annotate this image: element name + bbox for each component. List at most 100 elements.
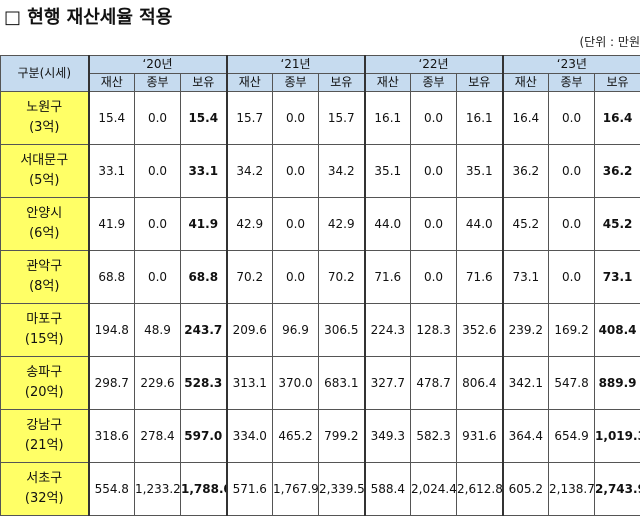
market-price: (21억) bbox=[1, 436, 88, 456]
value-cell: 278.4 bbox=[135, 410, 181, 463]
region-name: 관악구 bbox=[1, 257, 88, 277]
column-header: 재산 bbox=[89, 74, 135, 92]
value-cell: 547.8 bbox=[549, 357, 595, 410]
value-cell: 654.9 bbox=[549, 410, 595, 463]
market-price: (15억) bbox=[1, 330, 88, 350]
column-header: 보유 bbox=[319, 74, 365, 92]
value-cell: 0.0 bbox=[411, 92, 457, 145]
value-cell: 0.0 bbox=[549, 92, 595, 145]
column-header: 재산 bbox=[227, 74, 273, 92]
value-cell: 683.1 bbox=[319, 357, 365, 410]
value-cell: 35.1 bbox=[365, 145, 411, 198]
region-name: 서초구 bbox=[1, 469, 88, 489]
row-header: 안양시(6억) bbox=[1, 198, 89, 251]
value-cell: 298.7 bbox=[89, 357, 135, 410]
market-price: (20억) bbox=[1, 383, 88, 403]
value-cell: 45.2 bbox=[503, 198, 549, 251]
value-cell: 0.0 bbox=[411, 198, 457, 251]
value-cell: 229.6 bbox=[135, 357, 181, 410]
value-cell: 16.1 bbox=[457, 92, 503, 145]
row-header: 관악구(8억) bbox=[1, 251, 89, 304]
value-cell: 0.0 bbox=[135, 92, 181, 145]
value-cell: 73.1 bbox=[503, 251, 549, 304]
value-cell: 2,339.5 bbox=[319, 463, 365, 516]
column-header: 보유 bbox=[181, 74, 227, 92]
column-header: 종부 bbox=[411, 74, 457, 92]
value-cell: 42.9 bbox=[319, 198, 365, 251]
region-name: 서대문구 bbox=[1, 151, 88, 171]
value-cell: 1,019.3 bbox=[595, 410, 640, 463]
value-cell: 209.6 bbox=[227, 304, 273, 357]
region-name: 안양시 bbox=[1, 204, 88, 224]
row-header: 마포구(15억) bbox=[1, 304, 89, 357]
value-cell: 1,788.0 bbox=[181, 463, 227, 516]
value-cell: 68.8 bbox=[181, 251, 227, 304]
value-cell: 931.6 bbox=[457, 410, 503, 463]
value-cell: 370.0 bbox=[273, 357, 319, 410]
column-header: 재산 bbox=[503, 74, 549, 92]
value-cell: 0.0 bbox=[273, 92, 319, 145]
value-cell: 352.6 bbox=[457, 304, 503, 357]
value-cell: 15.4 bbox=[89, 92, 135, 145]
row-header: 서대문구(5억) bbox=[1, 145, 89, 198]
column-header: 보유 bbox=[595, 74, 640, 92]
value-cell: 15.4 bbox=[181, 92, 227, 145]
value-cell: 0.0 bbox=[273, 251, 319, 304]
value-cell: 48.9 bbox=[135, 304, 181, 357]
title: □ 현행 재산세율 적용 bbox=[4, 3, 172, 29]
value-cell: 239.2 bbox=[503, 304, 549, 357]
row-header: 서초구(32억) bbox=[1, 463, 89, 516]
value-cell: 1,233.2 bbox=[135, 463, 181, 516]
value-cell: 408.4 bbox=[595, 304, 640, 357]
value-cell: 44.0 bbox=[457, 198, 503, 251]
value-cell: 70.2 bbox=[319, 251, 365, 304]
value-cell: 70.2 bbox=[227, 251, 273, 304]
value-cell: 342.1 bbox=[503, 357, 549, 410]
value-cell: 571.6 bbox=[227, 463, 273, 516]
value-cell: 15.7 bbox=[227, 92, 273, 145]
region-name: 마포구 bbox=[1, 310, 88, 330]
value-cell: 243.7 bbox=[181, 304, 227, 357]
value-cell: 0.0 bbox=[135, 198, 181, 251]
value-cell: 582.3 bbox=[411, 410, 457, 463]
value-cell: 33.1 bbox=[89, 145, 135, 198]
market-price: (3억) bbox=[1, 118, 88, 138]
region-name: 송파구 bbox=[1, 363, 88, 383]
value-cell: 327.7 bbox=[365, 357, 411, 410]
value-cell: 194.8 bbox=[89, 304, 135, 357]
value-cell: 588.4 bbox=[365, 463, 411, 516]
value-cell: 2,024.4 bbox=[411, 463, 457, 516]
value-cell: 2,612.8 bbox=[457, 463, 503, 516]
value-cell: 16.4 bbox=[595, 92, 640, 145]
value-cell: 0.0 bbox=[549, 198, 595, 251]
value-cell: 0.0 bbox=[273, 145, 319, 198]
value-cell: 0.0 bbox=[549, 251, 595, 304]
value-cell: 73.1 bbox=[595, 251, 640, 304]
year-header: ‘22년 bbox=[365, 56, 503, 74]
value-cell: 71.6 bbox=[457, 251, 503, 304]
value-cell: 478.7 bbox=[411, 357, 457, 410]
value-cell: 34.2 bbox=[227, 145, 273, 198]
market-price: (5억) bbox=[1, 171, 88, 191]
value-cell: 16.4 bbox=[503, 92, 549, 145]
value-cell: 15.7 bbox=[319, 92, 365, 145]
value-cell: 16.1 bbox=[365, 92, 411, 145]
value-cell: 33.1 bbox=[181, 145, 227, 198]
region-name: 노원구 bbox=[1, 98, 88, 118]
value-cell: 34.2 bbox=[319, 145, 365, 198]
value-cell: 554.8 bbox=[89, 463, 135, 516]
column-header: 종부 bbox=[135, 74, 181, 92]
column-header: 종부 bbox=[549, 74, 595, 92]
value-cell: 0.0 bbox=[135, 145, 181, 198]
value-cell: 224.3 bbox=[365, 304, 411, 357]
market-price: (6억) bbox=[1, 224, 88, 244]
